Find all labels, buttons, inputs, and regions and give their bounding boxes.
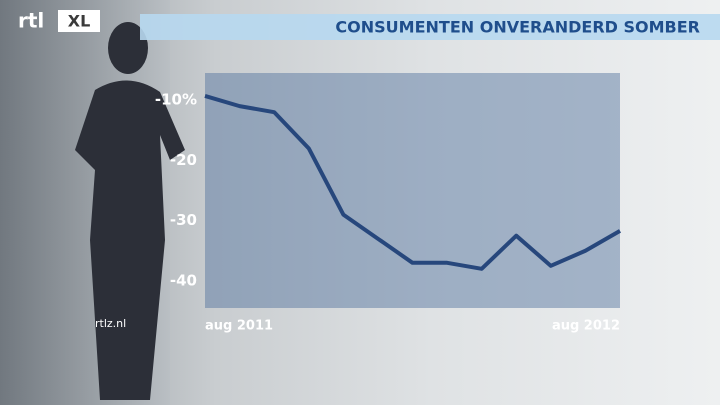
data-line <box>204 93 621 271</box>
logo-badge: XL <box>68 12 91 31</box>
chart-title: CONSUMENTEN ONVERANDERD SOMBER <box>335 18 700 37</box>
person-silhouette <box>75 22 185 400</box>
logo: rtl <box>18 9 44 33</box>
y-tick-label: -30 <box>170 211 197 229</box>
plot-area <box>205 73 620 308</box>
y-tick-label: -20 <box>170 151 197 169</box>
x-tick-label: aug 2012 <box>552 319 620 334</box>
logo-badge-box <box>58 10 100 32</box>
y-tick-label: -10% <box>155 91 197 109</box>
title-banner <box>140 14 720 40</box>
y-tick-label: -40 <box>170 271 197 289</box>
x-tick-label: aug 2011 <box>205 319 273 334</box>
watermark: rtlz.nl <box>95 317 126 330</box>
